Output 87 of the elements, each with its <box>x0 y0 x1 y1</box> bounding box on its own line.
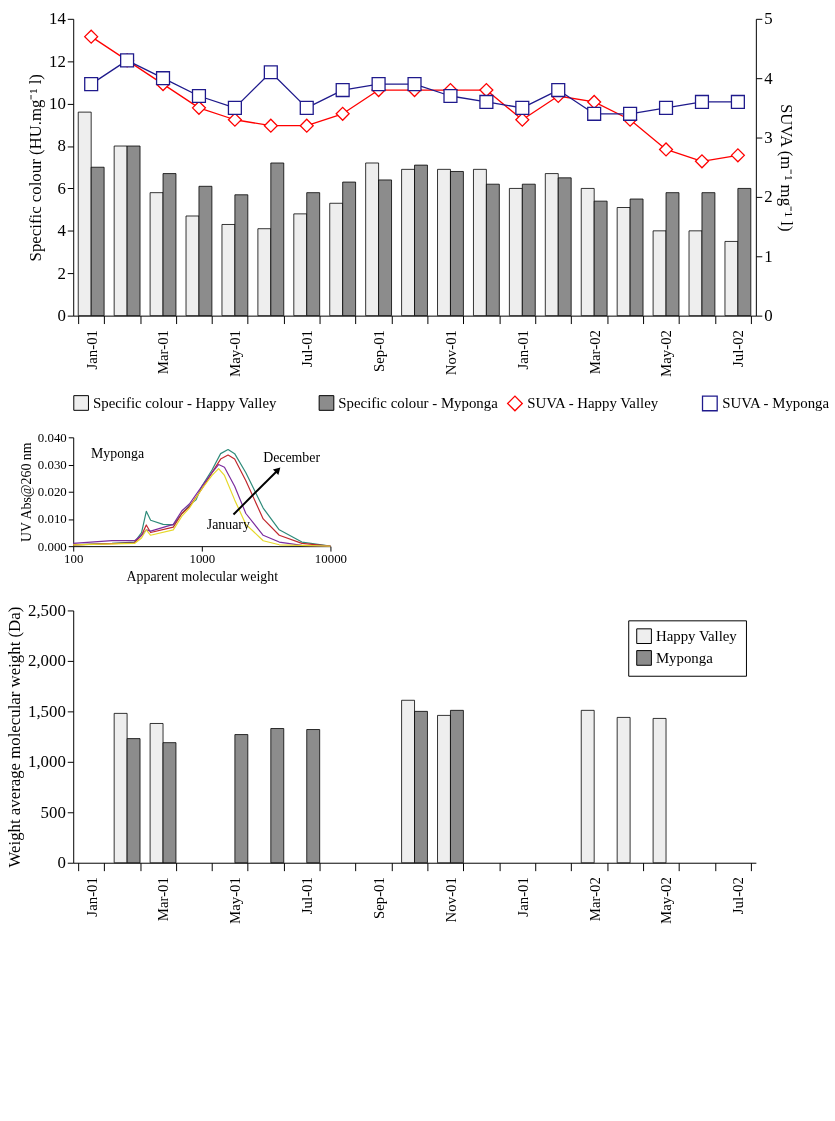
y-tick-label: 0.030 <box>37 457 67 472</box>
point <box>84 77 99 92</box>
y-axis-title: UV Abs@260 nm <box>18 442 34 542</box>
x-tick-label: Jan-01 <box>83 877 100 917</box>
x-tick-label: Mar-02 <box>586 877 603 922</box>
y-tick-label: 0.040 <box>37 430 67 445</box>
annotation: January <box>206 517 250 533</box>
point <box>335 106 350 121</box>
x-tick-label: Jan-01 <box>514 877 531 917</box>
point <box>335 82 350 98</box>
point <box>623 106 638 121</box>
legend-label: Specific colour - Myponga <box>338 394 499 411</box>
point <box>694 94 710 110</box>
x-tick-label: Jan-01 <box>83 329 100 370</box>
y-tick-label: 10 <box>48 94 66 114</box>
y-tick-label: 2,000 <box>27 651 66 671</box>
point <box>155 71 171 86</box>
point <box>730 94 745 110</box>
x-tick-label: 100 <box>64 552 84 567</box>
y2-tick-label: 4 <box>764 68 774 88</box>
y-tick-label: 0.020 <box>37 485 67 500</box>
y2-tick-label: 0 <box>764 306 773 326</box>
y-tick-label: 8 <box>57 136 66 156</box>
point <box>371 77 386 92</box>
y-tick-label: 0 <box>57 853 66 873</box>
legend-label: Myponga <box>655 649 714 666</box>
y-tick-label: 2,500 <box>27 600 66 620</box>
point <box>443 88 458 104</box>
point <box>551 82 566 98</box>
point <box>407 77 422 92</box>
point <box>658 100 674 115</box>
point <box>587 106 602 121</box>
legend-label: SUVA - Happy Valley <box>527 395 659 412</box>
x-tick-label: May-02 <box>658 329 675 377</box>
point <box>263 118 278 133</box>
point <box>191 88 207 104</box>
x-tick-label: Sep-01 <box>371 329 388 372</box>
point <box>299 100 314 115</box>
y2-tick-label: 3 <box>764 127 773 147</box>
x-tick-label: May-01 <box>227 329 244 377</box>
y-tick-label: 1,500 <box>27 701 66 721</box>
y-tick-label: 4 <box>57 221 67 241</box>
point <box>730 148 745 163</box>
point <box>299 118 314 133</box>
x-tick-label: Mar-01 <box>155 877 172 922</box>
y-tick-label: 0 <box>57 306 66 326</box>
annotation: Myponga <box>91 446 145 462</box>
point <box>479 94 494 110</box>
point <box>694 154 710 169</box>
y2-axis-title: SUVA (m⁻¹ mg⁻¹ l) <box>776 103 796 232</box>
y-tick-label: 1,000 <box>27 752 66 772</box>
y-axis-title: Weight average molecular weight (Da) <box>5 606 25 868</box>
x-tick-label: Jul-02 <box>730 329 747 368</box>
x-tick-label: May-02 <box>658 877 675 925</box>
x-tick-label: Sep-01 <box>371 877 388 920</box>
y-tick-label: 0.000 <box>37 539 67 554</box>
annotation: December <box>263 450 321 466</box>
x-tick-label: Nov-01 <box>442 329 459 376</box>
point <box>84 29 99 44</box>
x-tick-label: Jan-01 <box>514 329 531 370</box>
x-tick-label: 1000 <box>189 552 216 567</box>
x-tick-label: Mar-02 <box>586 329 603 375</box>
x-tick-label: Jul-01 <box>299 329 316 368</box>
x-tick-label: Jul-02 <box>730 877 747 915</box>
x-tick-label: May-01 <box>227 877 244 925</box>
y2-tick-label: 1 <box>764 246 773 266</box>
x-axis-title: Apparent molecular weight <box>126 569 279 585</box>
point <box>227 100 242 115</box>
y-tick-label: 12 <box>48 51 66 71</box>
y2-tick-label: 5 <box>764 9 773 29</box>
y-tick-label: 6 <box>57 178 66 198</box>
x-tick-label: 10000 <box>314 552 348 567</box>
y-axis-title: Specific colour (HU.mg⁻¹ l) <box>26 74 46 262</box>
point <box>263 65 278 80</box>
y-tick-label: 2 <box>57 263 66 283</box>
x-tick-label: Nov-01 <box>442 877 459 923</box>
legend-label: Specific colour - Happy Valley <box>93 394 277 411</box>
point <box>658 142 674 157</box>
x-tick-label: Mar-01 <box>155 329 172 375</box>
point <box>515 100 530 115</box>
y-tick-label: 14 <box>48 9 67 29</box>
y-tick-label: 0.010 <box>37 512 67 527</box>
x-tick-label: Jul-01 <box>299 877 316 915</box>
legend-label: SUVA - Myponga <box>722 395 830 412</box>
y2-tick-label: 2 <box>764 187 773 207</box>
legend-label: Happy Valley <box>655 628 738 645</box>
y-tick-label: 500 <box>40 802 66 822</box>
